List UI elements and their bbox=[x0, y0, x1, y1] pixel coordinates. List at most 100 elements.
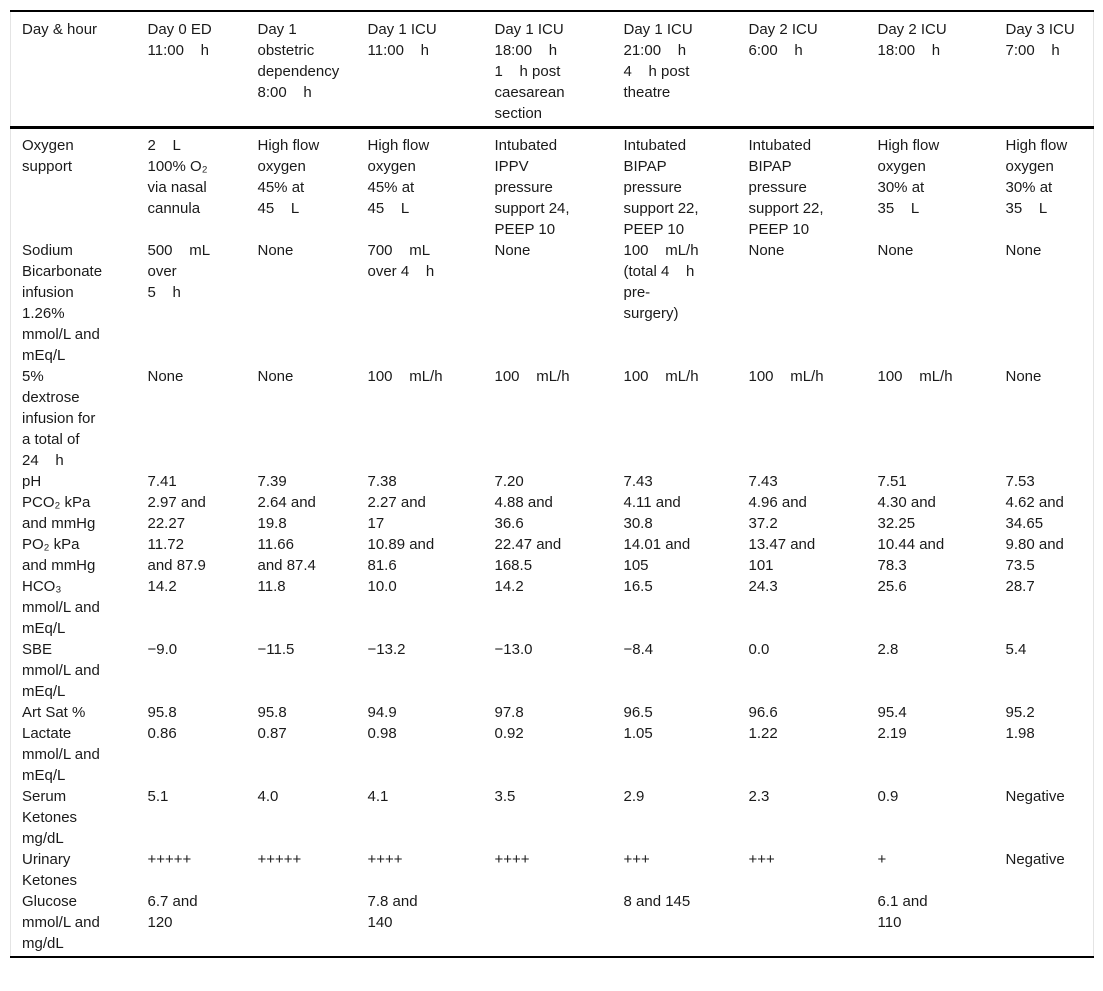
table-cell: 6.1 and 110 bbox=[877, 893, 928, 931]
table-cell: 10.0 bbox=[367, 578, 397, 595]
table-cell: 10.44 and 78.3 bbox=[877, 536, 945, 574]
table-cell: 1.98 bbox=[1005, 725, 1035, 742]
table-cell: None bbox=[147, 368, 184, 385]
table-cell: Negative bbox=[1005, 851, 1065, 868]
table-cell: 94.9 bbox=[367, 704, 397, 721]
table-cell: 7.43 bbox=[623, 473, 653, 490]
table-cell: High flow oxygen 45% at 45 L bbox=[257, 137, 320, 217]
table-cell: 7.41 bbox=[147, 473, 177, 490]
table-cell: 2.97 and 22.27 bbox=[147, 494, 206, 532]
table-cell: 28.7 bbox=[1005, 578, 1035, 595]
table-cell: 16.5 bbox=[623, 578, 653, 595]
table-cell: 25.6 bbox=[877, 578, 907, 595]
table-cell: 14.2 bbox=[494, 578, 524, 595]
table-cell: 7.39 bbox=[257, 473, 287, 490]
table-cell: +++++ bbox=[257, 851, 302, 868]
table-row: pH 7.41 7.39 7.38 7.20 7.43 7.43 7.51 7.53 bbox=[11, 471, 1094, 492]
table-cell: 100 mL/h bbox=[367, 368, 443, 385]
column-header: Day 2 ICU 6:00 h bbox=[737, 11, 867, 129]
table-cell: 2.9 bbox=[623, 788, 645, 805]
table-row: PO₂ kPa and mmHg 11.72 and 87.9 11.66 and … bbox=[11, 534, 1094, 576]
table-cell: ++++ bbox=[367, 851, 403, 868]
table-cell: 0.92 bbox=[494, 725, 524, 742]
table-cell: 4.30 and 32.25 bbox=[877, 494, 936, 532]
table-cell: 11.8 bbox=[257, 578, 286, 595]
table-cell: 11.72 and 87.9 bbox=[147, 536, 206, 574]
row-label: Serum Ketones mg/dL bbox=[22, 788, 78, 847]
table-cell: None bbox=[257, 368, 294, 385]
row-label: SBE mmol/L and mEq/L bbox=[22, 641, 100, 700]
table-cell: 4.88 and 36.6 bbox=[494, 494, 553, 532]
table-cell: High flow oxygen 30% at 35 L bbox=[1005, 137, 1068, 217]
table-cell: +++++ bbox=[147, 851, 192, 868]
table-cell: 13.47 and 101 bbox=[748, 536, 816, 574]
table-cell: 0.9 bbox=[877, 788, 899, 805]
table-cell bbox=[995, 891, 1094, 957]
table-cell: 9.80 and 73.5 bbox=[1005, 536, 1064, 574]
table-cell: 10.89 and 81.6 bbox=[367, 536, 435, 574]
row-label: pH bbox=[22, 473, 42, 490]
table-row: Urinary Ketones +++++ +++++ ++++ ++++ +++ +++ +… bbox=[11, 849, 1094, 891]
table-cell: 4.96 and 37.2 bbox=[748, 494, 807, 532]
row-label: Art Sat % bbox=[22, 704, 86, 721]
table-cell: 1.05 bbox=[623, 725, 653, 742]
table-cell: 500 mL over 5 h bbox=[147, 242, 211, 301]
table-cell: 100 mL/h bbox=[623, 368, 699, 385]
table-cell: 96.6 bbox=[748, 704, 778, 721]
table-cell: 0.0 bbox=[748, 641, 770, 658]
column-header: Day 1 ICU 18:00 h 1 h post caesarean sec… bbox=[483, 11, 613, 129]
table-cell: 100 mL/h bbox=[877, 368, 953, 385]
table-cell: 95.2 bbox=[1005, 704, 1035, 721]
table-cell: 0.87 bbox=[257, 725, 287, 742]
table-row: Sodium Bicarbonate infusion 1.26% mmol/L… bbox=[11, 240, 1094, 366]
row-label: Lactate mmol/L and mEq/L bbox=[22, 725, 100, 784]
table-cell: 2.19 bbox=[877, 725, 907, 742]
table-cell bbox=[484, 891, 613, 957]
patient-observations-table: Day & hour Day 0 ED 11:00 h Day 1 obstetri… bbox=[10, 10, 1094, 958]
row-label: Sodium Bicarbonate infusion 1.26% mmol/L… bbox=[22, 242, 103, 364]
column-header: Day 3 ICU 7:00 h bbox=[994, 11, 1094, 129]
page: Day & hour Day 0 ED 11:00 h Day 1 obstetri… bbox=[10, 10, 1094, 958]
table-cell: −11.5 bbox=[257, 641, 295, 658]
table-row: SBE mmol/L and mEq/L −9.0 −11.5 −13.2 −13.0 −… bbox=[11, 639, 1094, 702]
table-cell: 100 mL/h (total 4 h pre- surgery) bbox=[623, 242, 699, 322]
table-row: Serum Ketones mg/dL 5.1 4.0 4.1 3.5 2.9 2.3 0.9… bbox=[11, 786, 1094, 849]
table-cell: 2.8 bbox=[877, 641, 899, 658]
table-cell: None bbox=[877, 242, 914, 259]
table-cell: −13.0 bbox=[494, 641, 533, 658]
table-cell: 95.4 bbox=[877, 704, 907, 721]
table-cell: +++ bbox=[748, 851, 775, 868]
table-cell: 0.98 bbox=[367, 725, 397, 742]
table-cell: −13.2 bbox=[367, 641, 406, 658]
table-cell: 7.53 bbox=[1005, 473, 1035, 490]
table-cell: 3.5 bbox=[494, 788, 516, 805]
column-header: Day 1 ICU 11:00 h bbox=[356, 11, 484, 129]
table-cell: ++++ bbox=[494, 851, 530, 868]
table-cell: −8.4 bbox=[623, 641, 654, 658]
table-cell: None bbox=[1005, 368, 1042, 385]
table-row: 5% dextrose infusion for a total of 24 h… bbox=[11, 366, 1094, 471]
table-cell: None bbox=[748, 242, 785, 259]
table-cell: High flow oxygen 30% at 35 L bbox=[877, 137, 940, 217]
table-cell: None bbox=[1005, 242, 1042, 259]
table-cell: High flow oxygen 45% at 45 L bbox=[367, 137, 430, 217]
table-cell: 4.11 and 30.8 bbox=[623, 494, 681, 532]
table-cell: 2.64 and 19.8 bbox=[257, 494, 316, 532]
table-cell: 100 mL/h bbox=[494, 368, 570, 385]
table-cell: 5.1 bbox=[147, 788, 169, 805]
table-cell: + bbox=[877, 851, 887, 868]
column-header: Day 0 ED 11:00 h bbox=[136, 11, 247, 129]
table-cell: Intubated BIPAP pressure support 22, PEE… bbox=[623, 137, 699, 238]
table-cell: 6.7 and 120 bbox=[147, 893, 198, 931]
table-cell: 7.43 bbox=[748, 473, 778, 490]
table-cell: 2 L 100% O₂ via nasal cannula bbox=[147, 137, 208, 217]
row-label: HCO₃ mmol/L and mEq/L bbox=[22, 578, 100, 637]
table-cell: 700 mL over 4 h bbox=[367, 242, 435, 280]
row-label: Glucose mmol/L and mg/dL bbox=[22, 893, 100, 952]
column-header: Day 1 obstetric dependency 8:00 h bbox=[246, 11, 357, 129]
table-cell: 7.8 and 140 bbox=[367, 893, 418, 931]
table-cell: 95.8 bbox=[257, 704, 287, 721]
table-body: Oxygen support 2 L 100% O₂ via nasal cann… bbox=[11, 128, 1094, 958]
table-cell: 7.20 bbox=[494, 473, 524, 490]
table-row: HCO₃ mmol/L and mEq/L 14.2 11.8 10.0 14.2 16.… bbox=[11, 576, 1094, 639]
